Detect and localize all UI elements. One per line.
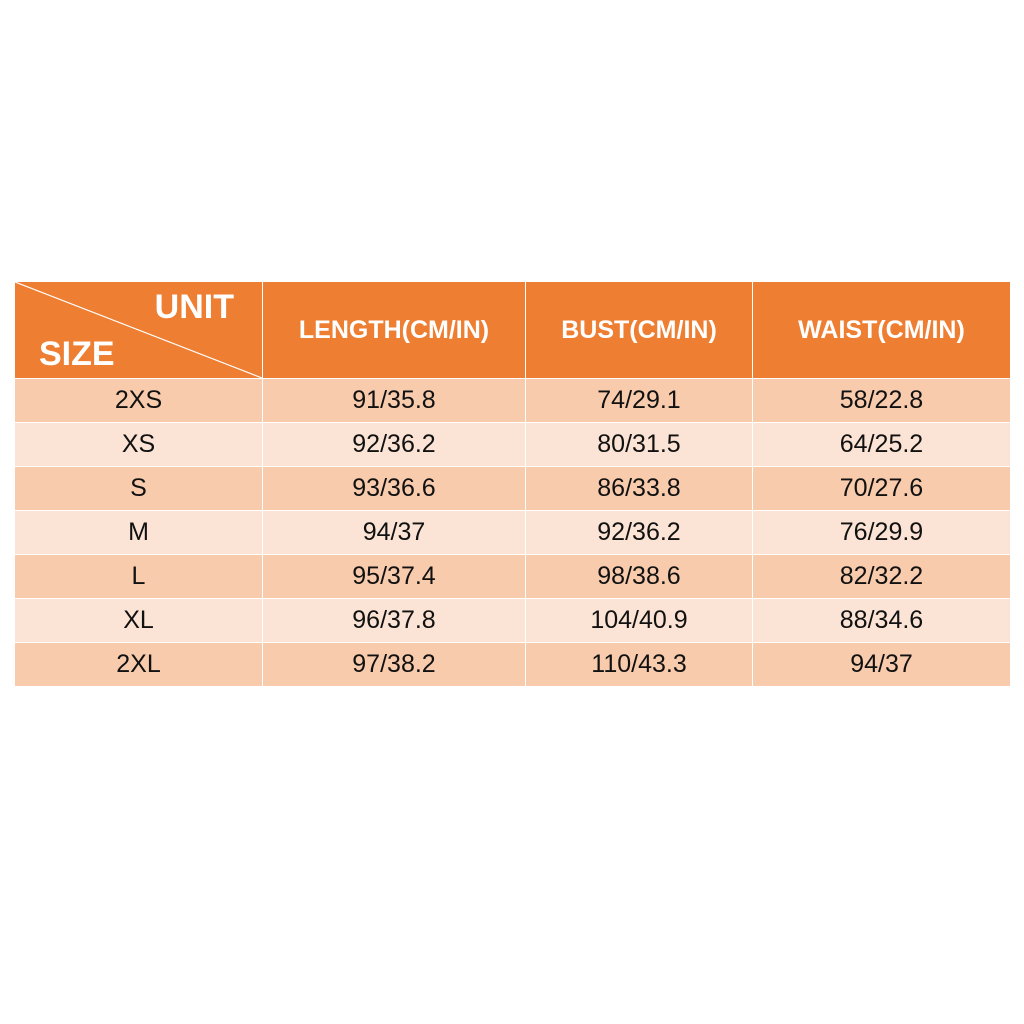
header-row: UNIT SIZE LENGTH(CM/IN) BUST(CM/IN) WAIS…: [14, 281, 1011, 379]
bust-cell: 92/36.2: [525, 510, 753, 555]
waist-cell: 94/37: [752, 642, 1011, 687]
table-row: S 93/36.6 86/33.8 70/27.6: [14, 466, 1011, 511]
table-row: XL 96/37.8 104/40.9 88/34.6: [14, 598, 1011, 643]
table-row: 2XS 91/35.8 74/29.1 58/22.8: [14, 378, 1011, 423]
length-cell: 91/35.8: [262, 378, 526, 423]
waist-cell: 82/32.2: [752, 554, 1011, 599]
corner-header-cell: UNIT SIZE: [14, 281, 263, 379]
size-cell: L: [14, 554, 263, 599]
header-waist: WAIST(CM/IN): [752, 281, 1011, 379]
length-cell: 93/36.6: [262, 466, 526, 511]
length-cell: 94/37: [262, 510, 526, 555]
waist-cell: 76/29.9: [752, 510, 1011, 555]
table-row: L 95/37.4 98/38.6 82/32.2: [14, 554, 1011, 599]
bust-cell: 104/40.9: [525, 598, 753, 643]
unit-label: UNIT: [154, 288, 234, 326]
waist-cell: 58/22.8: [752, 378, 1011, 423]
table-row: XS 92/36.2 80/31.5 64/25.2: [14, 422, 1011, 467]
waist-cell: 88/34.6: [752, 598, 1011, 643]
diagonal-divider: [15, 282, 262, 378]
size-cell: XS: [14, 422, 263, 467]
size-label: SIZE: [39, 335, 115, 373]
size-cell: M: [14, 510, 263, 555]
size-cell: 2XS: [14, 378, 263, 423]
size-cell: XL: [14, 598, 263, 643]
size-chart-table: UNIT SIZE LENGTH(CM/IN) BUST(CM/IN) WAIS…: [14, 281, 1011, 687]
waist-cell: 70/27.6: [752, 466, 1011, 511]
header-length: LENGTH(CM/IN): [262, 281, 526, 379]
length-cell: 95/37.4: [262, 554, 526, 599]
bust-cell: 74/29.1: [525, 378, 753, 423]
size-cell: S: [14, 466, 263, 511]
bust-cell: 98/38.6: [525, 554, 753, 599]
waist-cell: 64/25.2: [752, 422, 1011, 467]
table-row: M 94/37 92/36.2 76/29.9: [14, 510, 1011, 555]
length-cell: 96/37.8: [262, 598, 526, 643]
bust-cell: 110/43.3: [525, 642, 753, 687]
bust-cell: 86/33.8: [525, 466, 753, 511]
header-bust: BUST(CM/IN): [525, 281, 753, 379]
length-cell: 92/36.2: [262, 422, 526, 467]
table-row: 2XL 97/38.2 110/43.3 94/37: [14, 642, 1011, 687]
length-cell: 97/38.2: [262, 642, 526, 687]
size-cell: 2XL: [14, 642, 263, 687]
bust-cell: 80/31.5: [525, 422, 753, 467]
